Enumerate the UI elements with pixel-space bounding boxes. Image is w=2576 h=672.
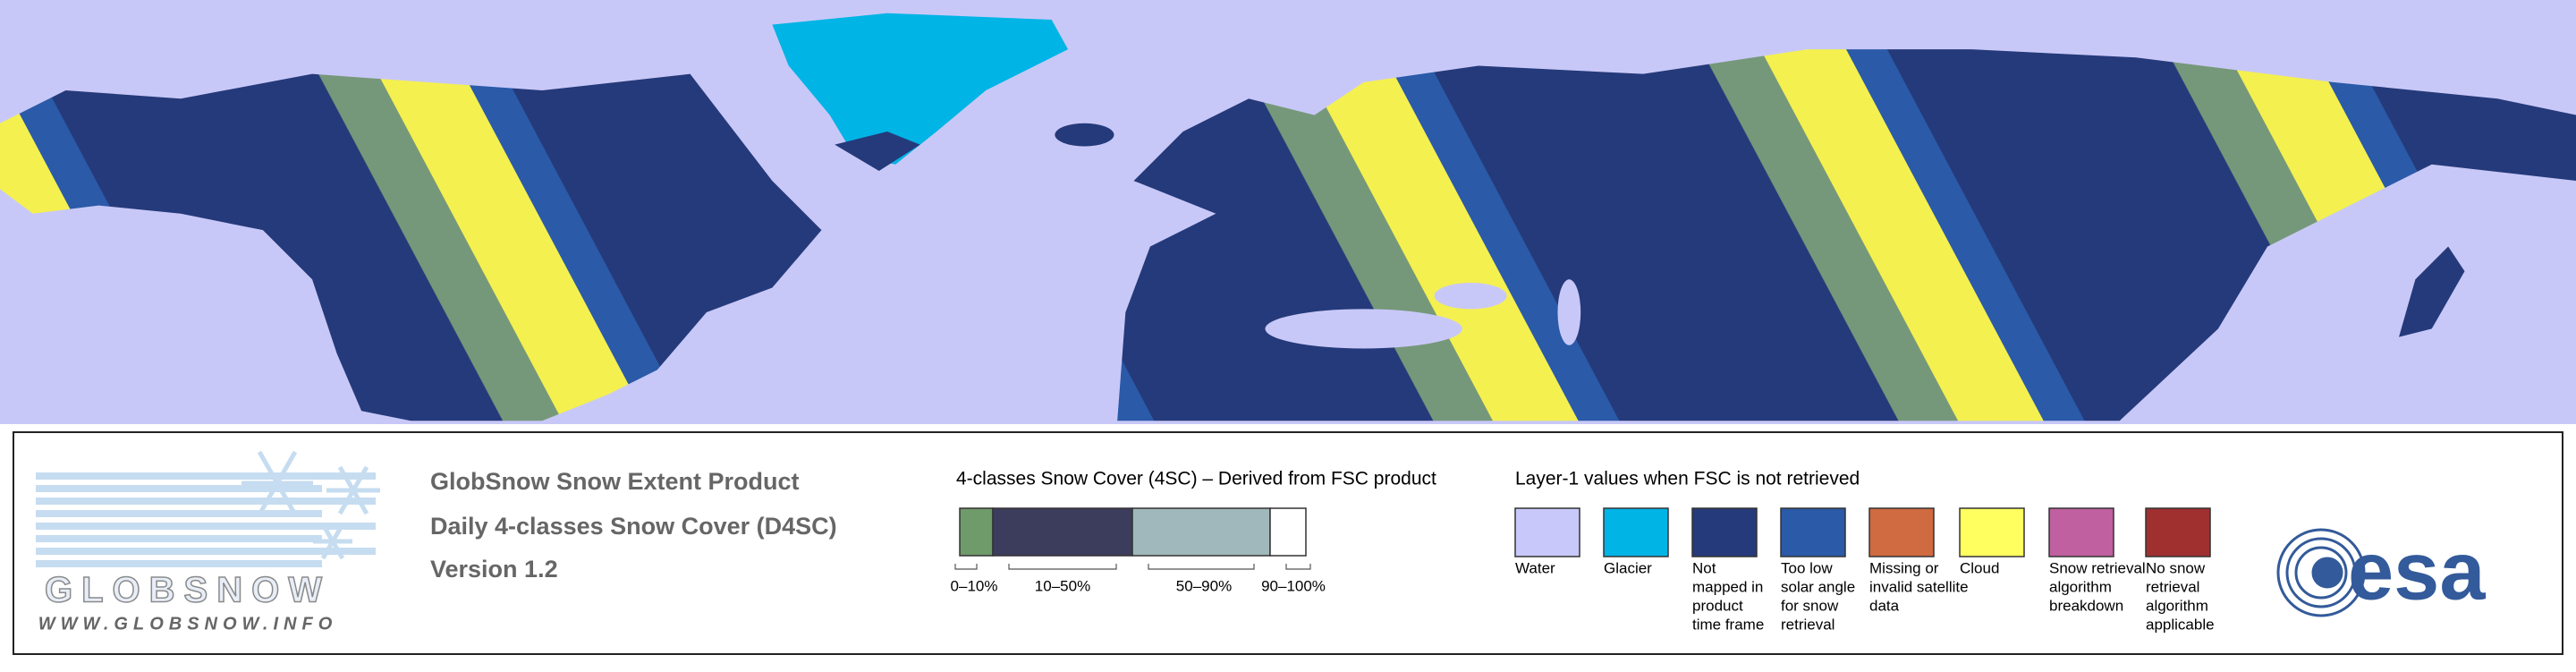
logo-stripe <box>36 560 322 567</box>
layer1-swatch <box>1603 507 1669 557</box>
logo-stripe <box>36 548 376 555</box>
layer1-title: Layer-1 values when FSC is not retrieved <box>1515 469 1860 489</box>
layer1-label: mapped in <box>1692 578 1763 595</box>
layer1-label: algorithm <box>2049 578 2112 595</box>
scale-label: 50–90% <box>1176 577 1232 594</box>
logo-url: WWW.GLOBSNOW.INFO <box>38 614 338 634</box>
product-subtitle: Daily 4-classes Snow Cover (D4SC) <box>430 513 837 540</box>
logo-stripe <box>36 498 376 505</box>
logo <box>36 472 376 567</box>
layer1-label: algorithm <box>2146 597 2208 614</box>
caspian <box>1557 279 1581 345</box>
logo-stripe <box>36 472 376 480</box>
layer1-label: No snow <box>2146 559 2206 576</box>
scale-bracket <box>954 564 978 570</box>
esa-wordmark: esa <box>2348 525 2486 617</box>
greenland-south <box>835 131 920 172</box>
layer1-label: for snow <box>1781 597 1839 614</box>
layer1-label: retrieval <box>1781 616 1835 633</box>
logo-stripe <box>36 535 322 542</box>
scale-label: 10–50% <box>1035 577 1090 594</box>
layer1-swatch <box>1514 507 1580 557</box>
layer1-label: Too low <box>1781 559 1833 576</box>
logo-stripe <box>36 485 322 492</box>
layer1-label: applicable <box>2146 616 2215 633</box>
layer1-label: invalid satellite <box>1869 578 1969 595</box>
layer1-label: solar angle <box>1781 578 1855 595</box>
layer1-swatch <box>1959 507 2025 557</box>
map <box>0 0 2576 424</box>
scale-swatch <box>1131 507 1271 557</box>
scale-bracket <box>1148 564 1255 570</box>
layer1-swatch <box>2145 507 2211 557</box>
layer1-label: Missing or <box>1869 559 1939 576</box>
layer1-label: breakdown <box>2049 597 2123 614</box>
scale-label: 0–10% <box>951 577 998 594</box>
layer1-label: data <box>1869 597 1900 614</box>
scale-swatch <box>959 507 994 557</box>
layer1-label: retrieval <box>2146 578 2199 595</box>
north-america <box>0 73 822 421</box>
logo-stripe <box>36 510 322 517</box>
mediterranean <box>1265 309 1462 349</box>
layer1-swatch <box>2048 507 2114 557</box>
layer1-swatch <box>1691 507 1758 557</box>
layer1-label: product <box>1692 597 1743 614</box>
iceland <box>1055 123 1114 147</box>
scale-title: 4-classes Snow Cover (4SC) – Derived fro… <box>956 469 1436 489</box>
logo-name: GLOBSNOW <box>45 571 331 610</box>
layer1-label: Glacier <box>1604 559 1652 576</box>
layer1-label: Not <box>1692 559 1716 576</box>
scale-bracket <box>1285 564 1311 570</box>
logo-stripe <box>36 523 376 530</box>
product-title: GlobSnow Snow Extent Product <box>430 468 800 495</box>
layer1-label: Snow retrieval <box>2049 559 2146 576</box>
eurasia <box>1117 49 2576 421</box>
snowflakes <box>242 450 380 560</box>
scale-label: 90–100% <box>1261 577 1326 594</box>
layer1-label: Water <box>1515 559 1555 576</box>
japan <box>2399 246 2465 337</box>
black-sea <box>1434 282 1507 310</box>
esa-logo <box>2276 528 2366 617</box>
product-version: Version 1.2 <box>430 556 558 583</box>
layer1-label: time frame <box>1692 616 1764 633</box>
greenland <box>772 13 1069 165</box>
layer1-swatch <box>1780 507 1846 557</box>
scale-bracket <box>1008 564 1117 570</box>
layer1-swatch <box>1868 507 1935 557</box>
scale-swatch <box>992 507 1133 557</box>
scale-swatch <box>1269 507 1307 557</box>
layer1-label: Cloud <box>1960 559 1999 576</box>
